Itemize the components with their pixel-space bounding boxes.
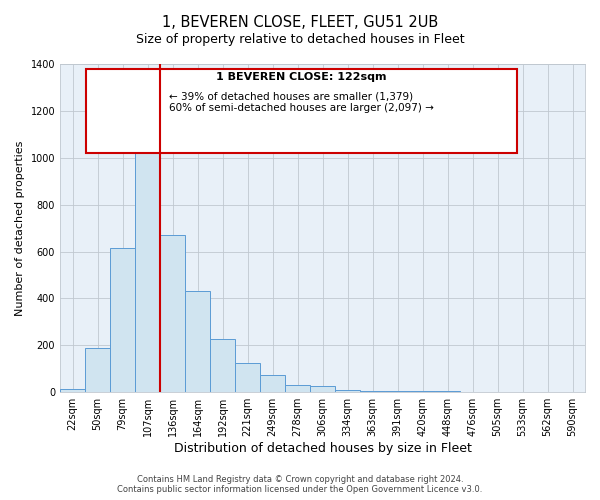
X-axis label: Distribution of detached houses by size in Fleet: Distribution of detached houses by size … xyxy=(173,442,472,455)
Bar xyxy=(110,248,135,392)
Bar xyxy=(335,390,360,392)
Bar xyxy=(285,385,310,392)
Text: ← 39% of detached houses are smaller (1,379)
60% of semi-detached houses are lar: ← 39% of detached houses are smaller (1,… xyxy=(169,92,434,114)
Bar xyxy=(135,132,160,392)
Text: 1 BEVEREN CLOSE: 122sqm: 1 BEVEREN CLOSE: 122sqm xyxy=(216,72,387,82)
Bar xyxy=(60,388,85,392)
Text: Size of property relative to detached houses in Fleet: Size of property relative to detached ho… xyxy=(136,32,464,46)
Bar xyxy=(210,340,235,392)
Text: ← 39% of detached houses are smaller (1,379)
60% of semi-detached houses are lar: ← 39% of detached houses are smaller (1,… xyxy=(179,92,445,114)
Bar xyxy=(385,391,410,392)
Text: Contains HM Land Registry data © Crown copyright and database right 2024.
Contai: Contains HM Land Registry data © Crown c… xyxy=(118,474,482,494)
Bar xyxy=(310,386,335,392)
Text: 1 BEVEREN CLOSE: 122sqm: 1 BEVEREN CLOSE: 122sqm xyxy=(227,70,397,81)
Bar xyxy=(235,363,260,392)
Y-axis label: Number of detached properties: Number of detached properties xyxy=(15,140,25,316)
Bar xyxy=(160,235,185,392)
Bar xyxy=(360,391,385,392)
Bar xyxy=(85,348,110,392)
Bar xyxy=(435,391,460,392)
FancyBboxPatch shape xyxy=(86,69,517,152)
Bar xyxy=(410,391,435,392)
Bar xyxy=(260,374,285,392)
Text: 1, BEVEREN CLOSE, FLEET, GU51 2UB: 1, BEVEREN CLOSE, FLEET, GU51 2UB xyxy=(162,15,438,30)
Bar xyxy=(185,292,210,392)
